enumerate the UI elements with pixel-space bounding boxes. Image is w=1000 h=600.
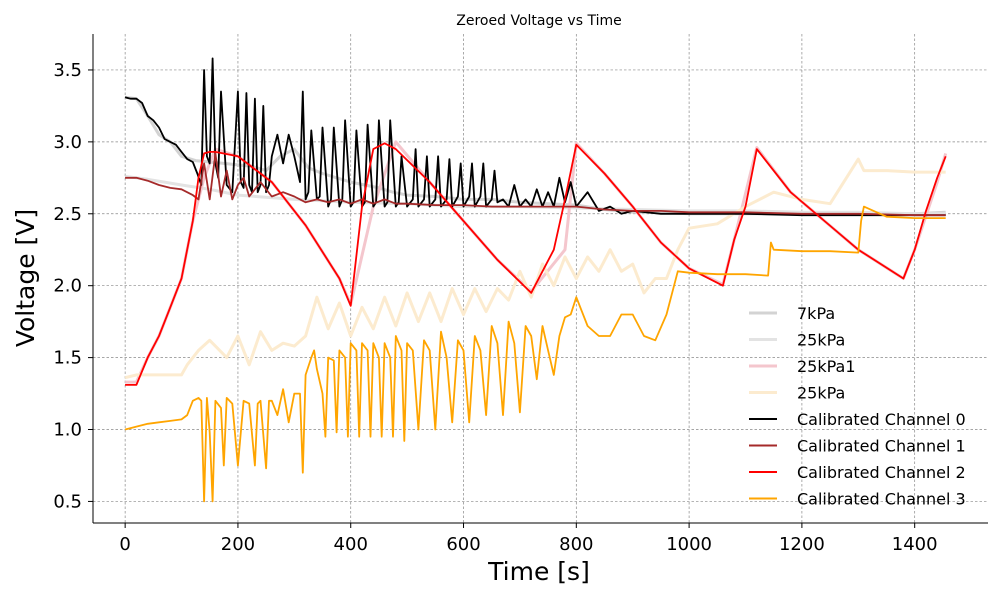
y-tick-label: 1.5 bbox=[53, 348, 82, 369]
y-tick-label: 0.5 bbox=[53, 491, 82, 512]
series-line-6 bbox=[125, 142, 947, 386]
x-tick-label: 200 bbox=[221, 534, 255, 555]
legend-label-4: Calibrated Channel 0 bbox=[797, 410, 966, 429]
x-tick-label: 1000 bbox=[666, 534, 712, 555]
series-line-5 bbox=[125, 152, 946, 217]
chart-title: Zeroed Voltage vs Time bbox=[456, 13, 621, 29]
axes bbox=[92, 34, 988, 524]
y-tick-label: 3.5 bbox=[53, 60, 82, 81]
legend-label-0: 7kPa bbox=[797, 304, 835, 323]
legend: 7kPa 25kPa 25kPa1 25kPa Calibrated Channel 0… bbox=[749, 304, 966, 509]
legend-label-5: Calibrated Channel 1 bbox=[797, 437, 966, 456]
y-tick-label: 2.5 bbox=[53, 204, 82, 225]
y-tick-label: 3.0 bbox=[53, 132, 82, 153]
y-tick-label: 2.0 bbox=[53, 276, 82, 297]
x-tick-label: 1200 bbox=[779, 534, 825, 555]
legend-label-6: Calibrated Channel 2 bbox=[797, 463, 966, 482]
y-tick-label: 1.0 bbox=[53, 420, 82, 441]
x-axis-label: Time [s] bbox=[487, 557, 590, 586]
series-layer bbox=[124, 57, 948, 503]
x-tick-label: 0 bbox=[119, 534, 130, 555]
legend-label-3: 25kPa bbox=[797, 384, 845, 403]
x-tick-label: 1400 bbox=[892, 534, 938, 555]
series-line-7 bbox=[124, 205, 946, 503]
y-axis-label: Voltage [V] bbox=[11, 209, 40, 347]
ticks: 0 200 400 600 800 1000 1200 1400 0.5 1.0 1.5 2.0 2.5… bbox=[53, 60, 937, 555]
legend-label-7: Calibrated Channel 3 bbox=[797, 490, 966, 509]
legend-label-1: 25kPa bbox=[797, 331, 845, 350]
x-tick-label: 800 bbox=[559, 534, 593, 555]
legend-label-2: 25kPa1 bbox=[797, 357, 856, 376]
x-tick-label: 600 bbox=[446, 534, 480, 555]
x-tick-label: 400 bbox=[334, 534, 368, 555]
series-line-3 bbox=[124, 157, 946, 380]
